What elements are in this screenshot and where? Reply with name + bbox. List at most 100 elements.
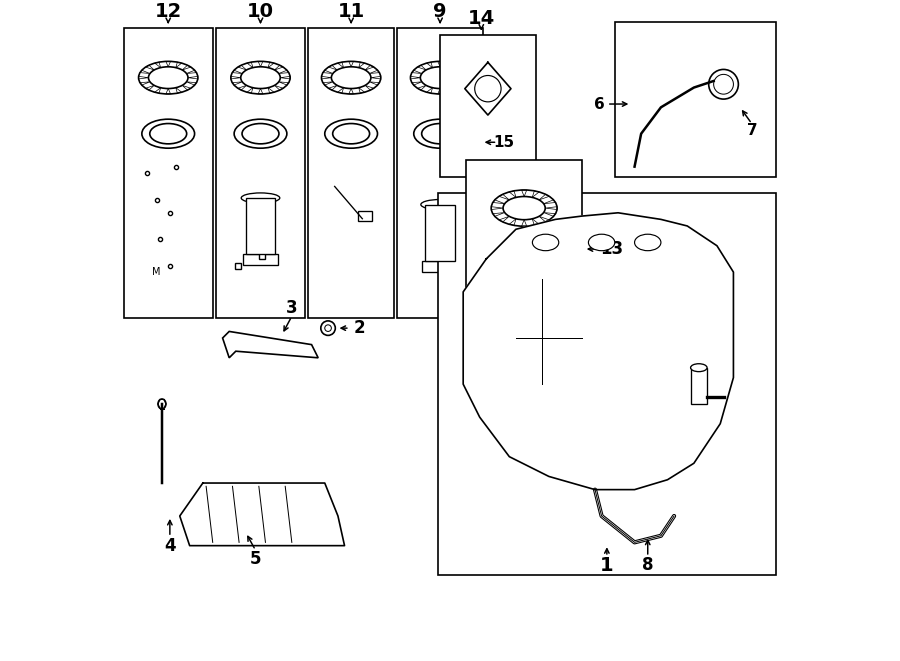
Bar bbox=[123, 28, 212, 318]
Ellipse shape bbox=[491, 270, 557, 307]
Text: 11: 11 bbox=[338, 2, 364, 21]
Polygon shape bbox=[140, 70, 150, 73]
Ellipse shape bbox=[241, 193, 280, 203]
Polygon shape bbox=[140, 82, 150, 85]
Ellipse shape bbox=[240, 67, 280, 89]
Text: 7: 7 bbox=[747, 123, 757, 138]
Polygon shape bbox=[532, 219, 539, 225]
Ellipse shape bbox=[421, 200, 459, 210]
Polygon shape bbox=[176, 62, 182, 67]
Bar bbox=[243, 254, 278, 265]
Polygon shape bbox=[258, 89, 263, 94]
Ellipse shape bbox=[142, 119, 194, 148]
Polygon shape bbox=[464, 62, 511, 115]
Polygon shape bbox=[359, 62, 364, 67]
Polygon shape bbox=[500, 216, 509, 222]
Ellipse shape bbox=[234, 119, 287, 148]
Polygon shape bbox=[493, 200, 505, 204]
Polygon shape bbox=[231, 77, 240, 79]
Ellipse shape bbox=[708, 69, 738, 99]
Text: 14: 14 bbox=[468, 9, 495, 28]
Polygon shape bbox=[509, 191, 516, 198]
Polygon shape bbox=[349, 89, 354, 94]
Polygon shape bbox=[447, 62, 454, 67]
Text: M: M bbox=[152, 268, 161, 278]
Bar bbox=[422, 260, 458, 272]
Polygon shape bbox=[460, 77, 470, 79]
Text: 15: 15 bbox=[493, 135, 515, 150]
Polygon shape bbox=[447, 88, 454, 93]
Bar bbox=[246, 198, 275, 254]
Polygon shape bbox=[238, 65, 247, 70]
Bar bbox=[426, 204, 454, 260]
Ellipse shape bbox=[158, 399, 166, 409]
Polygon shape bbox=[338, 88, 344, 93]
Bar bbox=[397, 28, 483, 318]
Polygon shape bbox=[321, 77, 331, 79]
Polygon shape bbox=[186, 70, 196, 73]
Polygon shape bbox=[279, 70, 289, 73]
Polygon shape bbox=[176, 88, 182, 93]
Polygon shape bbox=[155, 88, 161, 93]
Polygon shape bbox=[359, 88, 364, 93]
Ellipse shape bbox=[422, 124, 459, 144]
Ellipse shape bbox=[414, 119, 466, 148]
Polygon shape bbox=[328, 65, 338, 70]
Polygon shape bbox=[274, 85, 284, 90]
Polygon shape bbox=[146, 65, 154, 70]
Polygon shape bbox=[247, 62, 253, 67]
Ellipse shape bbox=[690, 364, 707, 371]
Text: 9: 9 bbox=[434, 2, 447, 21]
Text: 4: 4 bbox=[164, 537, 176, 555]
Polygon shape bbox=[365, 85, 374, 90]
Ellipse shape bbox=[325, 325, 331, 331]
Ellipse shape bbox=[501, 275, 547, 301]
Polygon shape bbox=[166, 61, 170, 67]
Polygon shape bbox=[493, 213, 505, 216]
Ellipse shape bbox=[589, 234, 615, 251]
Ellipse shape bbox=[148, 67, 188, 89]
Text: 10: 10 bbox=[247, 2, 274, 21]
Polygon shape bbox=[232, 82, 242, 85]
Polygon shape bbox=[458, 70, 468, 73]
Polygon shape bbox=[349, 61, 354, 67]
Polygon shape bbox=[258, 61, 263, 67]
Polygon shape bbox=[437, 61, 443, 67]
Polygon shape bbox=[427, 62, 433, 67]
Text: 5: 5 bbox=[250, 550, 261, 568]
Polygon shape bbox=[146, 85, 154, 90]
Polygon shape bbox=[323, 82, 333, 85]
Polygon shape bbox=[247, 88, 253, 93]
Polygon shape bbox=[323, 70, 333, 73]
Polygon shape bbox=[539, 194, 549, 200]
Polygon shape bbox=[509, 219, 516, 225]
Text: 1: 1 bbox=[600, 556, 614, 575]
Polygon shape bbox=[369, 70, 379, 73]
Ellipse shape bbox=[503, 196, 545, 219]
Polygon shape bbox=[464, 213, 734, 490]
Bar bbox=[357, 211, 372, 221]
Ellipse shape bbox=[420, 67, 460, 89]
Polygon shape bbox=[232, 70, 242, 73]
Polygon shape bbox=[155, 62, 161, 67]
Polygon shape bbox=[491, 207, 503, 210]
Bar bbox=[466, 160, 581, 338]
Polygon shape bbox=[544, 213, 555, 216]
Text: 6: 6 bbox=[594, 97, 604, 112]
Text: 8: 8 bbox=[642, 557, 653, 574]
Polygon shape bbox=[458, 82, 468, 85]
Polygon shape bbox=[186, 82, 196, 85]
Polygon shape bbox=[427, 88, 433, 93]
Polygon shape bbox=[418, 85, 426, 90]
Polygon shape bbox=[365, 65, 374, 70]
Ellipse shape bbox=[714, 75, 734, 94]
Ellipse shape bbox=[325, 119, 377, 148]
Polygon shape bbox=[522, 219, 526, 226]
Polygon shape bbox=[500, 194, 509, 200]
Bar bbox=[615, 22, 777, 176]
Text: 3: 3 bbox=[286, 299, 298, 317]
Text: 12: 12 bbox=[155, 2, 182, 21]
Ellipse shape bbox=[533, 234, 559, 251]
Polygon shape bbox=[371, 77, 381, 79]
Polygon shape bbox=[544, 200, 555, 204]
